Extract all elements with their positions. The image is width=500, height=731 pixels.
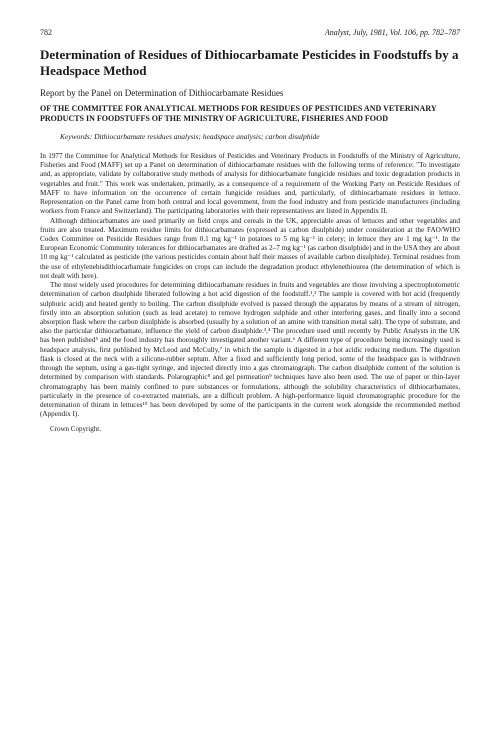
paragraph-2: Although dithiocarbamates are used prima… <box>40 217 460 282</box>
journal-citation: Analyst, July, 1981, Vol. 106, pp. 782–7… <box>325 28 460 37</box>
committee-attribution: OF THE COMMITTEE FOR ANALYTICAL METHODS … <box>40 104 460 125</box>
page-number: 782 <box>40 28 52 37</box>
document-page: 782 Analyst, July, 1981, Vol. 106, pp. 7… <box>0 0 500 731</box>
keywords-line: Keywords: Dithiocarbamate residues analy… <box>60 132 440 142</box>
article-title: Determination of Residues of Dithiocarba… <box>40 47 460 80</box>
running-header: 782 Analyst, July, 1981, Vol. 106, pp. 7… <box>40 28 460 37</box>
report-subtitle: Report by the Panel on Determination of … <box>40 88 460 98</box>
paragraph-3: The most widely used procedures for dete… <box>40 281 460 419</box>
paragraph-1: In 1977 the Committee for Analytical Met… <box>40 152 460 217</box>
article-body: In 1977 the Committee for Analytical Met… <box>40 152 460 419</box>
copyright-notice: Crown Copyright. <box>40 425 460 433</box>
